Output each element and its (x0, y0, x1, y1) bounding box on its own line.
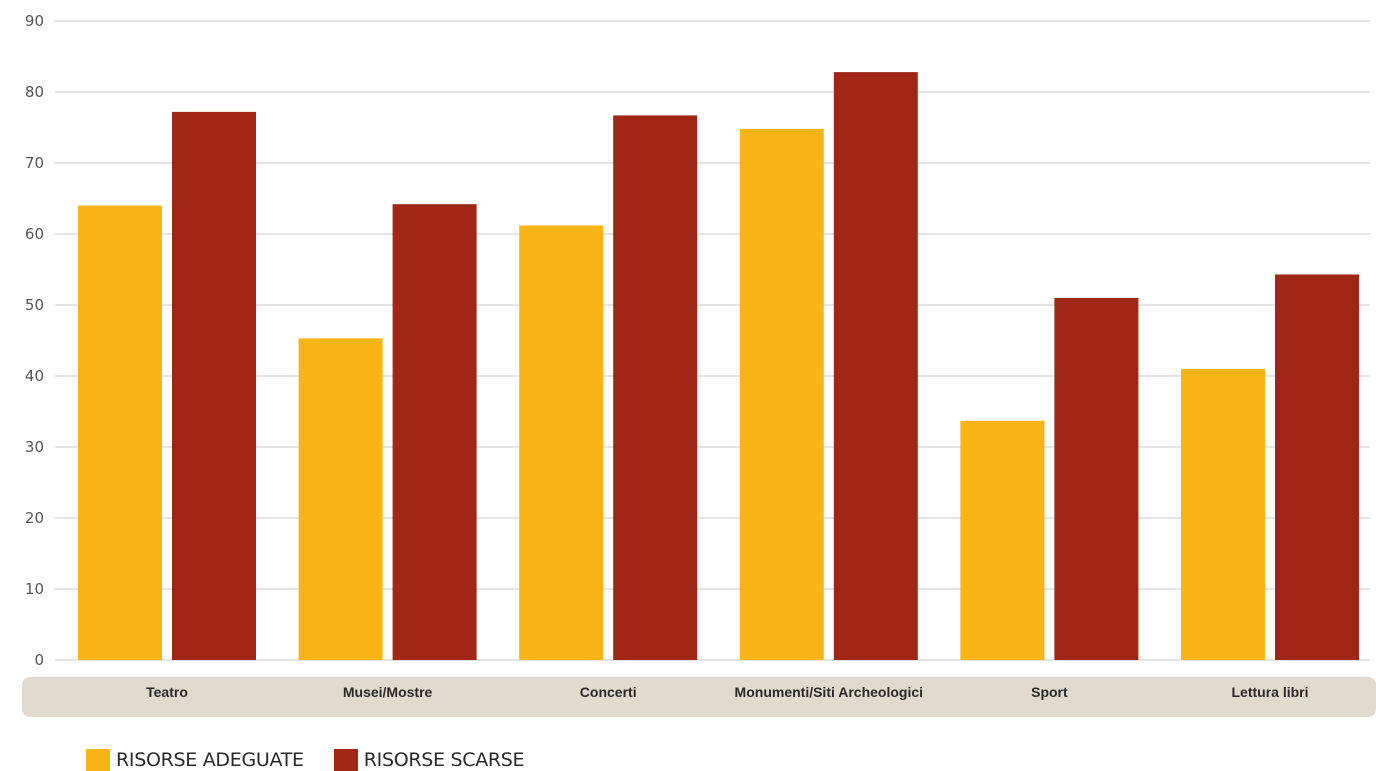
y-tick-label-90: 90 (25, 12, 44, 30)
bars (78, 72, 1359, 661)
x-tick-label-5: Lettura libri (1231, 684, 1308, 700)
y-tick-label-80: 80 (25, 83, 44, 101)
bar-scarse-5 (1275, 274, 1359, 660)
bar-adeguate-1 (298, 338, 383, 660)
y-tick-label-60: 60 (25, 225, 44, 243)
y-tick-label-50: 50 (25, 296, 44, 314)
gridlines (55, 20, 1370, 661)
legend-label-scarse: RISORSE SCARSE (363, 749, 525, 771)
y-tick-label-10: 10 (25, 580, 44, 598)
legend-swatch-scarse (333, 749, 358, 771)
y-tick-label-30: 30 (25, 438, 44, 456)
y-axis: 0 10 20 30 40 50 60 70 80 90 (25, 12, 44, 669)
bar-scarse-1 (392, 204, 477, 660)
x-tick-label-4: Sport (1031, 684, 1068, 700)
x-tick-label-3: Monumenti/Siti Archeologici (735, 684, 924, 700)
legend: RISORSE ADEGUATE RISORSE SCARSE (86, 749, 554, 771)
bar-chart: 0 10 20 30 40 50 60 70 80 90 Teatro Musei/Mostre Co… (22, 12, 1376, 717)
bar-adeguate-3 (739, 128, 824, 661)
x-tick-label-0: Teatro (146, 684, 188, 700)
bar-adeguate-2 (519, 225, 604, 661)
bar-adeguate-0 (78, 205, 162, 660)
x-tick-label-2: Concerti (580, 684, 637, 700)
y-tick-label-0: 0 (34, 651, 44, 669)
y-tick-label-20: 20 (25, 509, 44, 527)
bar-scarse-4 (1054, 297, 1139, 660)
bar-adeguate-5 (1181, 368, 1265, 660)
legend-item-scarse: RISORSE SCARSE (333, 749, 525, 771)
bar-scarse-0 (172, 111, 256, 660)
y-tick-label-40: 40 (25, 367, 44, 385)
y-tick-label-70: 70 (25, 154, 44, 172)
bar-scarse-3 (833, 72, 918, 661)
legend-label-adeguate: RISORSE ADEGUATE (116, 749, 304, 771)
legend-item-adeguate: RISORSE ADEGUATE (86, 749, 304, 771)
legend-swatch-adeguate (86, 749, 110, 771)
bar-scarse-2 (613, 115, 698, 661)
x-tick-label-1: Musei/Mostre (343, 684, 433, 700)
x-axis: Teatro Musei/Mostre Concerti Monumenti/Siti… (146, 684, 1308, 700)
category-band (22, 677, 1376, 717)
bar-adeguate-4 (960, 420, 1045, 660)
